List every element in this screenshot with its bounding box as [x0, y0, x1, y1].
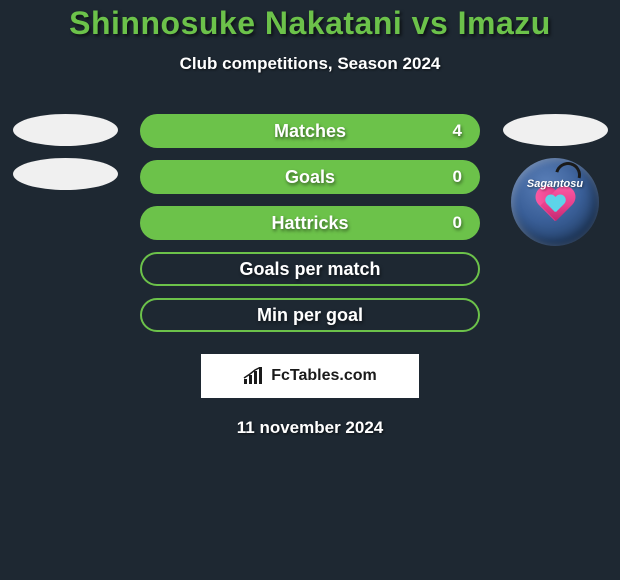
infographic-container: Shinnosuke Nakatani vs Imazu Club compet…: [0, 0, 620, 443]
stat-bar-min-per-goal: Min per goal: [140, 298, 480, 332]
date-label: 11 november 2024: [0, 418, 620, 438]
badge-heart-icon: [534, 187, 576, 225]
player-photo-placeholder: [503, 114, 608, 146]
stat-bar-goals: Goals 0: [140, 160, 480, 194]
stats-bars-column: Matches 4 Goals 0 Hattricks 0 Goals per …: [140, 114, 480, 332]
club-logo-placeholder: [13, 158, 118, 190]
chart-icon: [243, 367, 265, 385]
stat-value-right: 0: [453, 213, 462, 233]
attribution-box: FcTables.com: [201, 354, 419, 398]
stat-label: Hattricks: [271, 213, 348, 234]
right-player-column: Sagantosu: [500, 114, 610, 246]
stat-value-right: 0: [453, 167, 462, 187]
stat-label: Goals per match: [239, 259, 380, 280]
club-badge-sagantosu: Sagantosu: [511, 158, 599, 246]
stat-label: Goals: [285, 167, 335, 188]
stat-label: Matches: [274, 121, 346, 142]
stat-bar-goals-per-match: Goals per match: [140, 252, 480, 286]
stat-label: Min per goal: [257, 305, 363, 326]
stat-value-right: 4: [453, 121, 462, 141]
page-title: Shinnosuke Nakatani vs Imazu: [0, 5, 620, 42]
comparison-row: Matches 4 Goals 0 Hattricks 0 Goals per …: [0, 114, 620, 332]
left-player-column: [10, 114, 120, 190]
stat-bar-hattricks: Hattricks 0: [140, 206, 480, 240]
attribution-text: FcTables.com: [271, 367, 377, 385]
stat-bar-matches: Matches 4: [140, 114, 480, 148]
badge-text: Sagantosu: [511, 178, 599, 190]
player-photo-placeholder: [13, 114, 118, 146]
subtitle: Club competitions, Season 2024: [0, 54, 620, 74]
